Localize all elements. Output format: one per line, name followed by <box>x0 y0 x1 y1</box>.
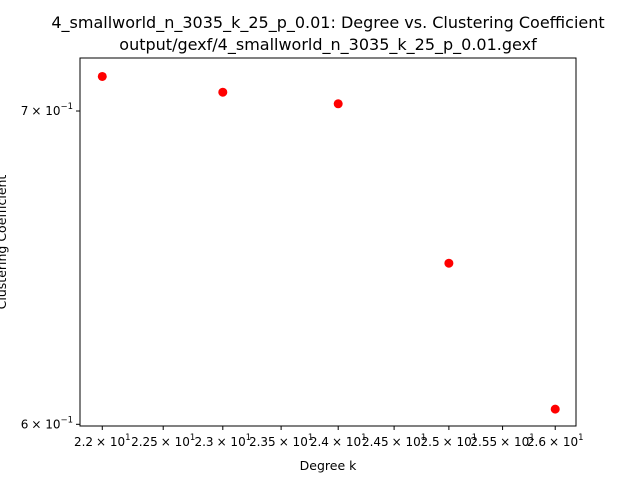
y-tick-label: 6 × 10−1 <box>21 415 73 431</box>
data-point <box>333 99 343 109</box>
x-tick-label: 2.55 × 101 <box>470 433 534 449</box>
y-axis-ticks: 7 × 10−1 6 × 10−1 <box>21 102 80 431</box>
x-tick-label: 2.2 × 101 <box>74 433 131 449</box>
y-tick-label: 7 × 10−1 <box>21 102 73 118</box>
chart-title: 4_smallworld_n_3035_k_25_p_0.01: Degree … <box>51 13 604 33</box>
x-tick-label: 2.35 × 101 <box>249 433 313 449</box>
x-tick-label: 2.45 × 101 <box>362 433 426 449</box>
y-axis-label: Clustering Coefficient <box>0 175 9 310</box>
x-tick-label: 2.6 × 101 <box>527 433 584 449</box>
data-point <box>218 87 228 97</box>
x-tick-label: 2.4 × 101 <box>310 433 367 449</box>
data-point <box>97 71 107 81</box>
x-tick-label: 2.3 × 101 <box>194 433 251 449</box>
chart-subtitle: output/gexf/4_smallworld_n_3035_k_25_p_0… <box>119 35 537 55</box>
data-point <box>550 404 560 414</box>
x-tick-label: 2.5 × 101 <box>421 433 478 449</box>
x-tick-label: 2.25 × 101 <box>131 433 195 449</box>
x-axis-label: Degree k <box>300 458 357 473</box>
plot-frame <box>79 57 577 427</box>
data-point <box>444 258 454 268</box>
scatter-points <box>97 71 560 414</box>
